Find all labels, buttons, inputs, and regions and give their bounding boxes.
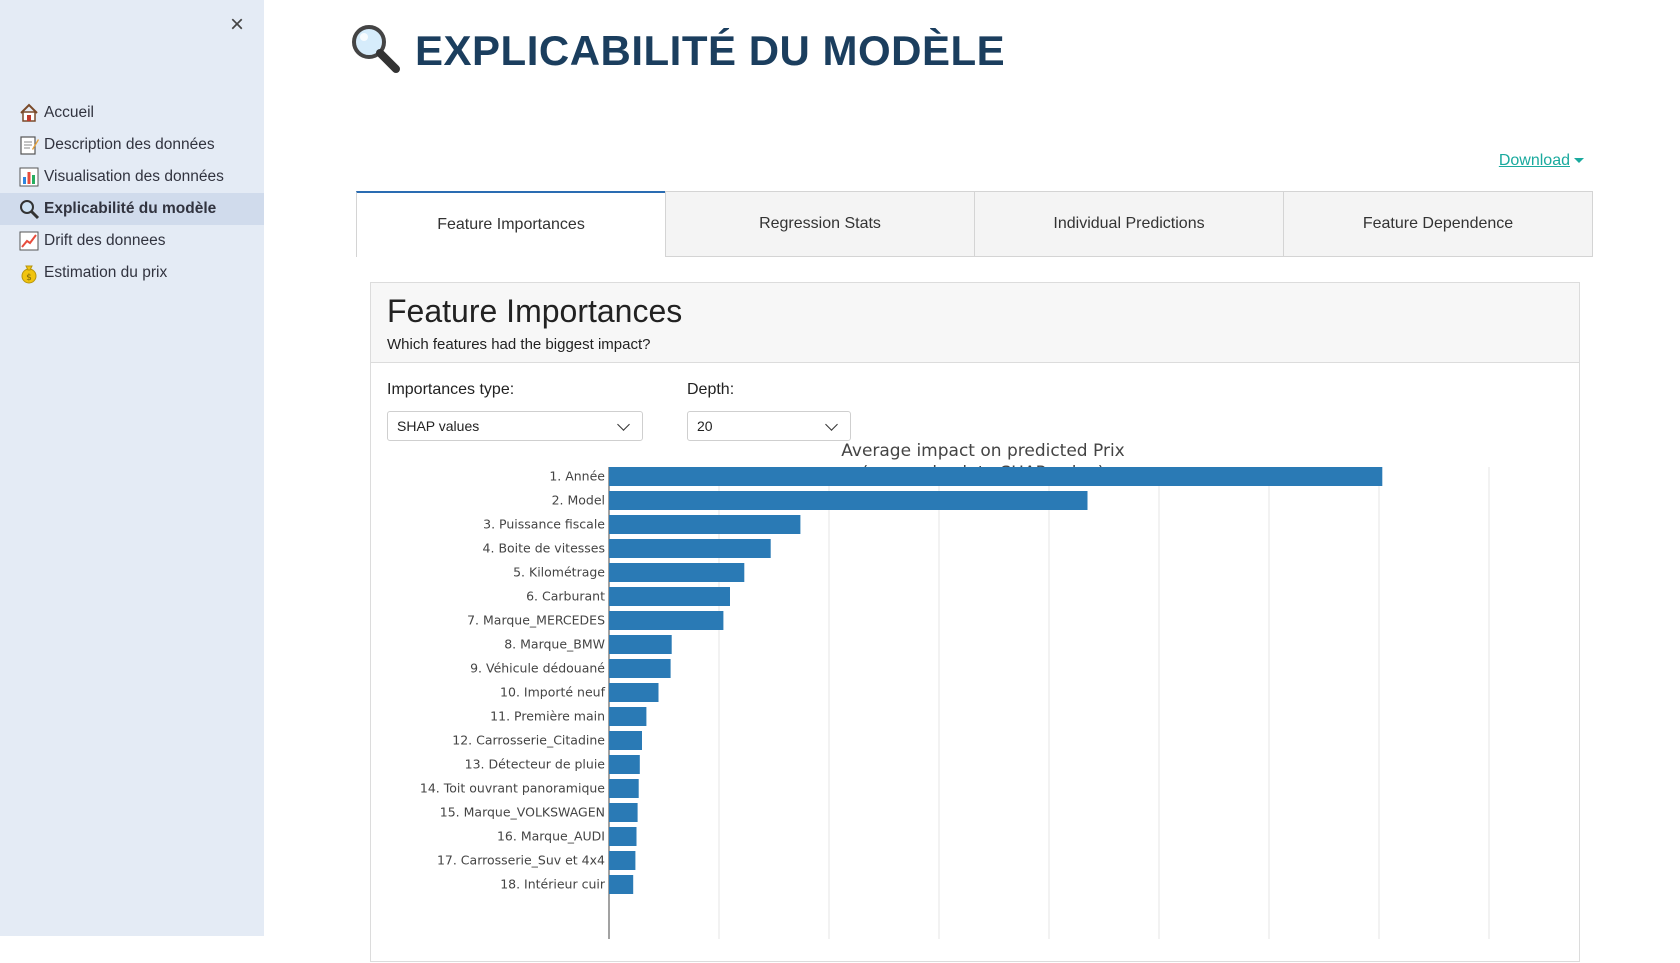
bar[interactable] bbox=[609, 683, 659, 702]
category-label: 7. Marque_MERCEDES bbox=[467, 613, 605, 628]
category-label: 12. Carrosserie_Citadine bbox=[452, 733, 605, 748]
category-label: 18. Intérieur cuir bbox=[500, 877, 606, 892]
sidebar-item-label: Visualisation des données bbox=[44, 168, 224, 185]
bar[interactable] bbox=[609, 707, 647, 726]
depth-value: 20 bbox=[697, 418, 713, 434]
bar[interactable] bbox=[609, 827, 637, 846]
category-label: 8. Marque_BMW bbox=[504, 637, 605, 652]
bar[interactable] bbox=[609, 587, 730, 606]
money-bag-icon: $ bbox=[18, 262, 40, 284]
sidebar-item-drift[interactable]: Drift des donnees bbox=[0, 225, 264, 257]
bar[interactable] bbox=[609, 875, 634, 894]
download-label: Download bbox=[1498, 152, 1570, 169]
trend-chart-icon bbox=[18, 230, 40, 252]
feature-importance-chart: Average impact on predicted Prix (mean a… bbox=[420, 441, 1490, 939]
sidebar: × Accueil Description des données Visual… bbox=[0, 0, 264, 936]
svg-text:$: $ bbox=[26, 273, 32, 283]
bar[interactable] bbox=[609, 611, 724, 630]
category-label: 3. Puissance fiscale bbox=[483, 517, 605, 532]
importances-type-value: SHAP values bbox=[397, 418, 480, 434]
bar[interactable] bbox=[609, 731, 642, 750]
card-header: Feature Importances Which features had t… bbox=[371, 283, 1579, 363]
category-label: 10. Importé neuf bbox=[500, 685, 606, 700]
bar[interactable] bbox=[609, 779, 639, 798]
feature-importances-card: Feature Importances Which features had t… bbox=[370, 282, 1580, 962]
sidebar-item-label: Drift des donnees bbox=[44, 232, 166, 249]
bar[interactable] bbox=[609, 851, 636, 870]
sidebar-item-label: Explicabilité du modèle bbox=[44, 200, 217, 217]
card-subtitle: Which features had the biggest impact? bbox=[387, 336, 651, 353]
tab-feature-importances[interactable]: Feature Importances bbox=[356, 191, 666, 257]
category-label: 17. Carrosserie_Suv et 4x4 bbox=[437, 853, 605, 868]
bar[interactable] bbox=[609, 467, 1383, 486]
category-label: 11. Première main bbox=[490, 709, 605, 724]
bar[interactable] bbox=[609, 659, 671, 678]
bar[interactable] bbox=[609, 539, 771, 558]
bar[interactable] bbox=[609, 755, 640, 774]
tab-feature-dependence[interactable]: Feature Dependence bbox=[1283, 191, 1593, 257]
sidebar-item-label: Accueil bbox=[44, 104, 94, 121]
bar[interactable] bbox=[609, 635, 672, 654]
sidebar-item-accueil[interactable]: Accueil bbox=[0, 97, 264, 129]
page-title: EXPLICABILITÉ DU MODÈLE bbox=[349, 22, 1005, 79]
category-label: 16. Marque_AUDI bbox=[497, 829, 605, 844]
sidebar-item-label: Estimation du prix bbox=[44, 264, 168, 281]
importances-type-label: Importances type: bbox=[387, 381, 515, 398]
depth-select[interactable]: 20 bbox=[687, 411, 851, 441]
magnifier-icon bbox=[349, 22, 401, 79]
bar-chart-icon bbox=[18, 166, 40, 188]
bar[interactable] bbox=[609, 563, 745, 582]
bar[interactable] bbox=[609, 491, 1088, 510]
caret-down-icon bbox=[1574, 158, 1584, 164]
category-label: 2. Model bbox=[552, 493, 605, 508]
sidebar-nav: Accueil Description des données Visualis… bbox=[0, 97, 264, 289]
bar[interactable] bbox=[609, 515, 801, 534]
memo-icon bbox=[18, 134, 40, 156]
main-content: EXPLICABILITÉ DU MODÈLE Download Feature… bbox=[264, 0, 1680, 962]
tab-regression-stats[interactable]: Regression Stats bbox=[665, 191, 975, 257]
sidebar-item-label: Description des données bbox=[44, 136, 215, 153]
sidebar-item-description[interactable]: Description des données bbox=[0, 129, 264, 161]
category-label: 9. Véhicule dédouané bbox=[470, 661, 605, 676]
house-icon bbox=[18, 102, 40, 124]
tab-individual-predictions[interactable]: Individual Predictions bbox=[974, 191, 1284, 257]
category-label: 13. Détecteur de pluie bbox=[465, 757, 606, 772]
category-label: 5. Kilométrage bbox=[513, 565, 605, 580]
depth-label: Depth: bbox=[687, 381, 735, 398]
category-label: 1. Année bbox=[549, 469, 605, 484]
sidebar-item-explicabilite[interactable]: Explicabilité du modèle bbox=[0, 193, 264, 225]
category-label: 6. Carburant bbox=[526, 589, 605, 604]
category-label: 14. Toit ouvrant panoramique bbox=[420, 781, 605, 796]
bar[interactable] bbox=[609, 803, 638, 822]
close-icon[interactable]: × bbox=[230, 11, 245, 38]
card-title: Feature Importances bbox=[387, 293, 683, 329]
chart-title: Average impact on predicted Prix bbox=[841, 441, 1124, 461]
download-dropdown[interactable]: Download bbox=[1499, 152, 1584, 170]
tab-bar: Feature Importances Regression Stats Ind… bbox=[356, 191, 1593, 257]
sidebar-item-visualisation[interactable]: Visualisation des données bbox=[0, 161, 264, 193]
importances-type-select[interactable]: SHAP values bbox=[387, 411, 643, 441]
category-label: 4. Boite de vitesses bbox=[483, 541, 605, 556]
category-label: 15. Marque_VOLKSWAGEN bbox=[440, 805, 605, 820]
magnifier-icon bbox=[18, 198, 40, 220]
page-title-text: EXPLICABILITÉ DU MODÈLE bbox=[415, 26, 1006, 74]
sidebar-item-estimation[interactable]: $ Estimation du prix bbox=[0, 257, 264, 289]
